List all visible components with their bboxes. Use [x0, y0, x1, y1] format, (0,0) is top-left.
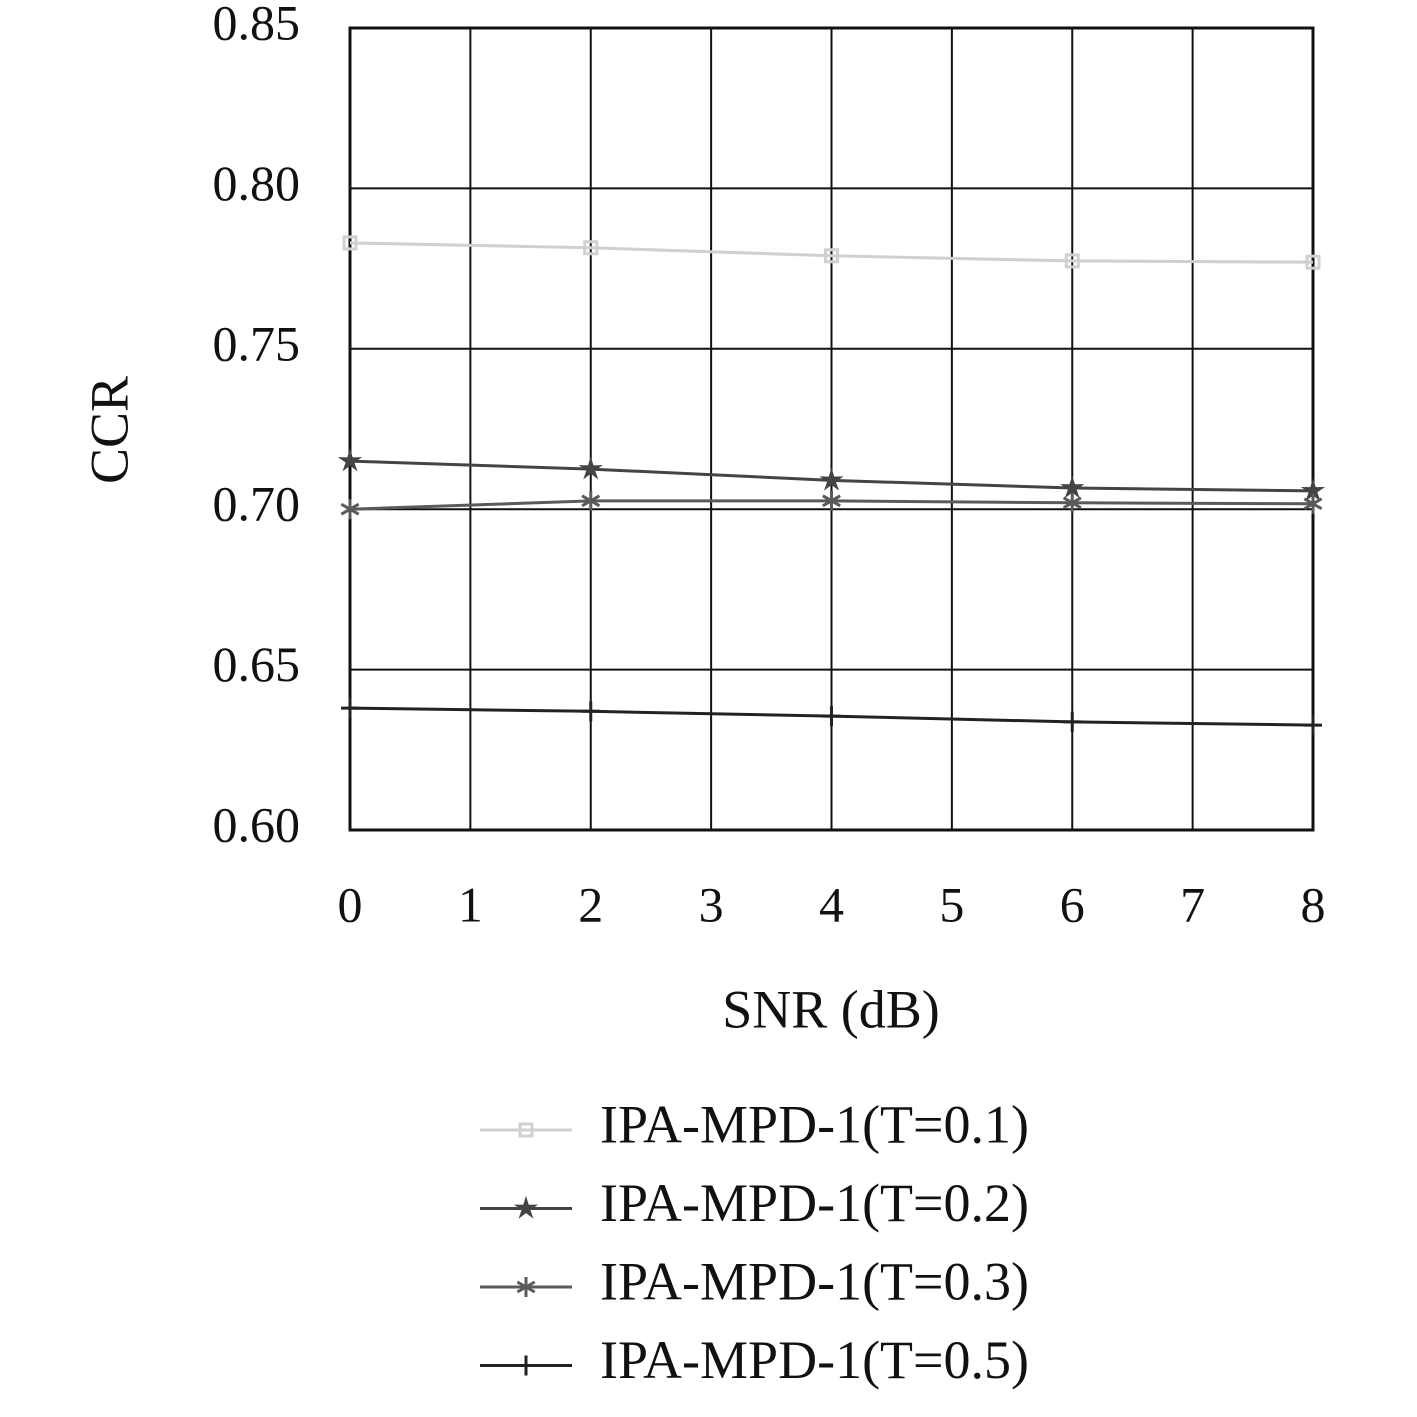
- marker-stroke: [822, 494, 841, 508]
- y-axis-label: CCR: [79, 376, 139, 484]
- plot-frame: [348, 26, 1315, 832]
- x-tick-label: 7: [1180, 876, 1205, 932]
- marker: [819, 467, 844, 491]
- y-tick-label: 0.70: [213, 476, 301, 532]
- marker: [822, 490, 841, 511]
- marker-stroke: [340, 502, 360, 516]
- marker-stroke: [581, 494, 601, 508]
- marker-star: [337, 448, 363, 472]
- legend-label: IPA-MPD-1(T=0.5): [600, 1330, 1029, 1390]
- marker-star: [819, 467, 844, 491]
- marker: [583, 240, 599, 256]
- marker: [578, 456, 603, 480]
- x-axis-label: SNR (dB): [722, 979, 940, 1039]
- series-line: [349, 241, 1314, 264]
- x-tick-label: 1: [458, 876, 483, 932]
- marker: [337, 448, 363, 472]
- x-tick-label: 5: [939, 876, 964, 932]
- marker: [1303, 493, 1323, 514]
- marker-star: [1060, 475, 1085, 499]
- y-tick-label: 0.60: [213, 796, 301, 852]
- marker: [340, 499, 360, 520]
- marker: [581, 701, 600, 722]
- marker-square: [583, 240, 599, 256]
- marker-square: [1064, 253, 1080, 269]
- marker: [1304, 715, 1322, 736]
- y-tick-label: 0.85: [213, 0, 301, 50]
- marker: [822, 706, 841, 727]
- legend-label: IPA-MPD-1(T=0.2): [600, 1173, 1029, 1233]
- marker-stroke: [516, 1280, 536, 1294]
- marker: [824, 248, 839, 264]
- legend-label: IPA-MPD-1(T=0.3): [600, 1251, 1029, 1311]
- x-tick-label: 8: [1301, 876, 1326, 932]
- marker: [342, 235, 358, 251]
- marker: [518, 1122, 534, 1138]
- marker-stroke: [1062, 496, 1082, 510]
- y-tick-label: 0.80: [213, 155, 301, 211]
- y-tick-label: 0.75: [213, 315, 301, 371]
- x-tick-label: 3: [699, 876, 724, 932]
- legend-label: IPA-MPD-1(T=0.1): [600, 1094, 1029, 1154]
- marker: [513, 1195, 539, 1219]
- marker-square: [824, 248, 839, 264]
- marker-star: [513, 1195, 539, 1219]
- marker: [1064, 253, 1080, 269]
- x-tick-label: 6: [1060, 876, 1085, 932]
- x-tick-label: 2: [578, 876, 603, 932]
- marker: [517, 1355, 535, 1376]
- marker: [1060, 475, 1085, 499]
- marker: [516, 1277, 536, 1297]
- marker-stroke: [1303, 497, 1323, 511]
- x-tick-label: 4: [819, 876, 844, 932]
- marker-square: [342, 235, 358, 251]
- marker: [1063, 711, 1082, 732]
- marker-star: [578, 456, 603, 480]
- y-tick-label: 0.65: [213, 636, 301, 692]
- marker-square: [1305, 254, 1321, 270]
- marker: [1062, 492, 1082, 513]
- marker: [341, 698, 359, 719]
- marker: [1305, 254, 1321, 270]
- marker: [581, 490, 601, 511]
- x-tick-label: 0: [338, 876, 363, 932]
- marker-square: [518, 1122, 534, 1138]
